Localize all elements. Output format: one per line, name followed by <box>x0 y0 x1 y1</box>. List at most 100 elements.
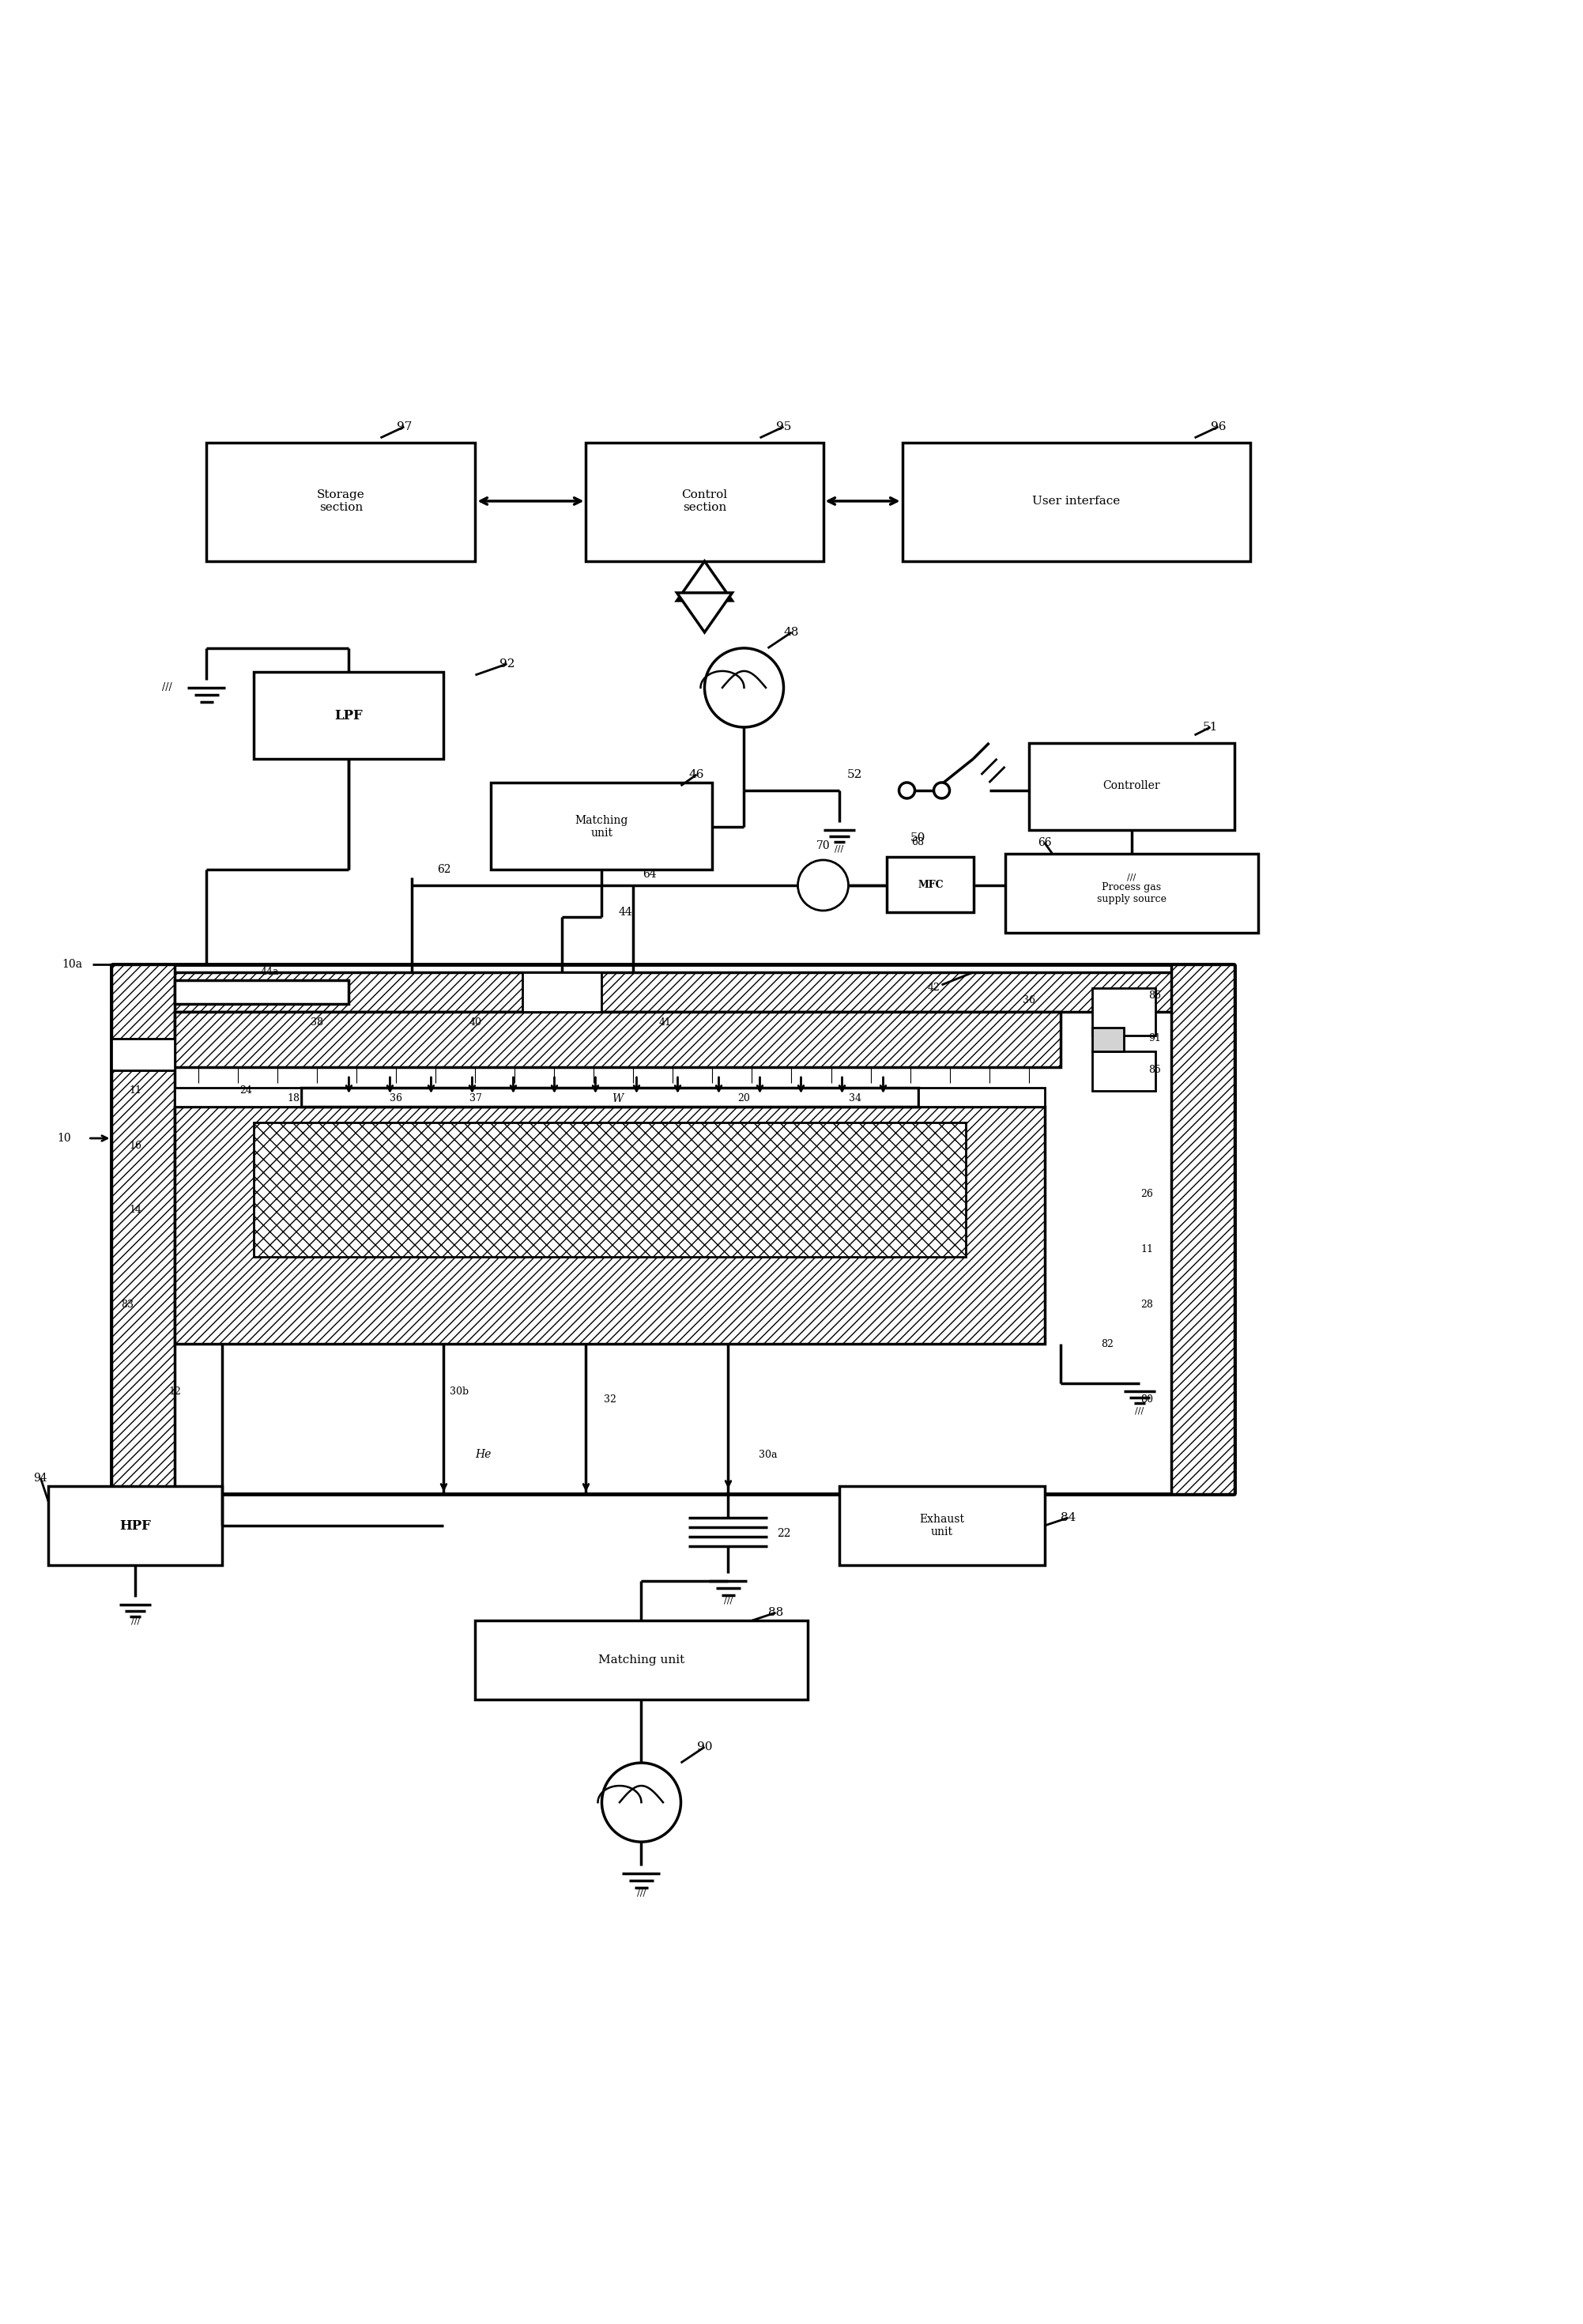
Bar <box>1171 964 1235 1494</box>
Bar <box>301 1088 918 1106</box>
Bar <box>112 964 176 1494</box>
Text: 34: 34 <box>848 1095 861 1104</box>
Text: ///: /// <box>131 1618 139 1624</box>
Text: 11: 11 <box>130 1085 142 1097</box>
Text: W: W <box>613 1092 624 1104</box>
Bar <box>207 442 475 560</box>
Text: 24: 24 <box>241 1085 252 1097</box>
Bar <box>1092 1027 1124 1050</box>
Bar <box>690 593 719 600</box>
Text: 92: 92 <box>499 658 514 669</box>
Polygon shape <box>678 593 733 632</box>
Bar <box>1005 853 1258 932</box>
Text: 37: 37 <box>469 1095 481 1104</box>
Text: 11: 11 <box>1141 1243 1154 1255</box>
Circle shape <box>798 860 848 911</box>
Text: Exhaust
unit: Exhaust unit <box>920 1513 964 1538</box>
Text: 96: 96 <box>1211 421 1225 432</box>
Text: 86: 86 <box>1149 990 1162 1002</box>
Text: 94: 94 <box>33 1473 47 1483</box>
Text: ///: /// <box>723 1597 733 1604</box>
Text: 51: 51 <box>1203 723 1217 732</box>
Text: 82: 82 <box>1102 1339 1114 1348</box>
Text: 10: 10 <box>57 1132 71 1143</box>
Polygon shape <box>678 560 733 600</box>
Bar <box>112 1039 176 1071</box>
Text: 36: 36 <box>1023 995 1035 1006</box>
Text: 16: 16 <box>130 1141 142 1150</box>
Text: Matching unit: Matching unit <box>598 1655 684 1666</box>
Text: 20: 20 <box>738 1095 750 1104</box>
Text: ///: /// <box>161 683 173 693</box>
Text: 90: 90 <box>697 1741 712 1752</box>
Bar <box>491 783 712 869</box>
Bar <box>902 442 1251 560</box>
Bar <box>522 971 602 1011</box>
Text: 42: 42 <box>928 983 940 992</box>
Circle shape <box>934 783 950 799</box>
Text: ///: /// <box>1135 1406 1145 1415</box>
Text: 44: 44 <box>619 906 633 918</box>
Text: MFC: MFC <box>918 881 943 890</box>
Text: 88: 88 <box>768 1608 784 1618</box>
Text: Controller: Controller <box>1103 781 1160 790</box>
Bar <box>1092 1050 1156 1090</box>
Text: 68: 68 <box>912 837 924 848</box>
Text: 26: 26 <box>1141 1188 1154 1199</box>
Text: 62: 62 <box>437 865 451 876</box>
Text: 80: 80 <box>1141 1394 1154 1404</box>
Text: 91: 91 <box>146 1046 158 1057</box>
Text: 66: 66 <box>1037 837 1051 848</box>
Text: ///: /// <box>636 1889 646 1896</box>
Text: LPF: LPF <box>334 709 363 723</box>
Text: Control
section: Control section <box>682 488 728 514</box>
Text: HPF: HPF <box>120 1520 152 1532</box>
Text: 22: 22 <box>777 1529 790 1538</box>
Bar <box>918 1088 1045 1106</box>
Text: 10a: 10a <box>62 960 82 969</box>
Text: 50: 50 <box>910 832 926 844</box>
Bar <box>839 1485 1045 1564</box>
Text: 38: 38 <box>310 1018 323 1027</box>
Text: 48: 48 <box>784 627 799 637</box>
Bar <box>1092 988 1156 1037</box>
Text: ///: /// <box>1127 874 1137 881</box>
Text: 12: 12 <box>169 1385 182 1397</box>
Bar <box>176 981 348 1004</box>
Text: He: He <box>475 1448 491 1459</box>
Text: 52: 52 <box>847 769 863 781</box>
Bar <box>253 1122 966 1257</box>
Bar <box>49 1485 222 1564</box>
Text: 18: 18 <box>287 1095 299 1104</box>
Bar <box>475 1620 807 1699</box>
Bar <box>176 1106 1045 1343</box>
Text: 14: 14 <box>130 1204 142 1215</box>
Text: 95: 95 <box>776 421 792 432</box>
Text: 64: 64 <box>643 869 657 881</box>
Text: 32: 32 <box>603 1394 616 1404</box>
Text: 85: 85 <box>1149 1064 1162 1076</box>
Text: ///: /// <box>834 846 844 853</box>
Text: 70: 70 <box>817 841 829 851</box>
Bar <box>253 672 443 760</box>
Text: 28: 28 <box>1141 1299 1154 1308</box>
Text: 30a: 30a <box>758 1450 777 1459</box>
Bar <box>1029 744 1235 830</box>
Text: 97: 97 <box>397 421 412 432</box>
Text: Matching
unit: Matching unit <box>575 816 628 839</box>
Text: 36: 36 <box>389 1095 402 1104</box>
Bar <box>176 1088 301 1106</box>
Bar <box>112 971 1235 1011</box>
Bar <box>176 1011 1061 1067</box>
Text: 83: 83 <box>122 1299 135 1308</box>
Text: 84: 84 <box>1061 1513 1076 1522</box>
Text: Process gas
supply source: Process gas supply source <box>1097 883 1167 904</box>
Text: 40: 40 <box>469 1018 481 1027</box>
Text: 30b: 30b <box>450 1385 469 1397</box>
Text: Storage
section: Storage section <box>317 488 366 514</box>
Bar <box>586 442 823 560</box>
Bar <box>886 858 974 913</box>
Text: 41: 41 <box>659 1018 671 1027</box>
Text: 91: 91 <box>1149 1034 1162 1043</box>
Circle shape <box>899 783 915 799</box>
